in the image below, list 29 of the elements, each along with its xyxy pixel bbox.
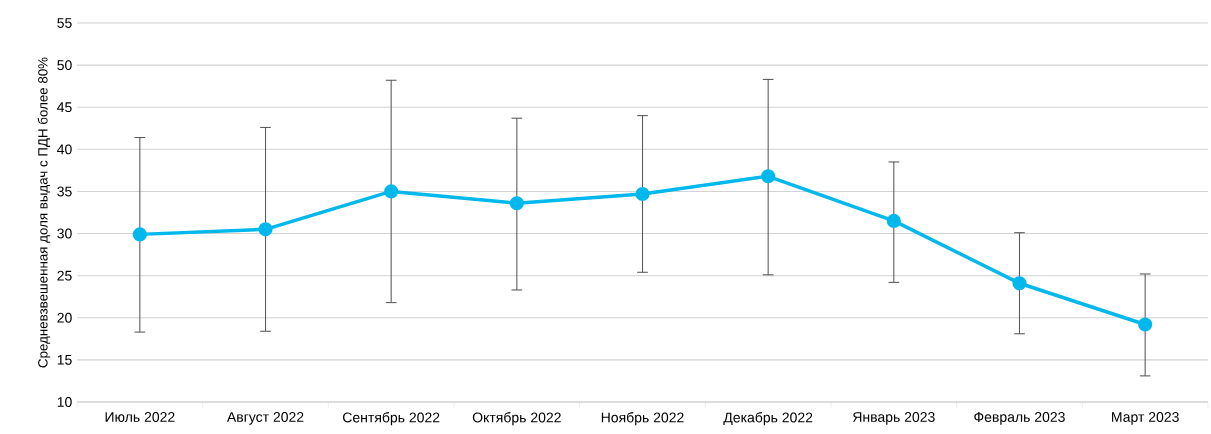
point (1012, 276, 1027, 291)
x-tick-label: Январь 2023 (852, 412, 935, 425)
x-tick-label: Октябрь 2022 (472, 412, 561, 426)
x-tick-label: Ноябрь 2022 (601, 412, 684, 426)
y-tick-label: 50 (57, 60, 72, 71)
y-axis-title: Средневзвешенная доля выдач с ПДН более 80% (37, 57, 51, 368)
point (886, 213, 901, 228)
y-tick-label: 45 (57, 102, 72, 113)
x-tick-label: Декабрь 2022 (723, 412, 813, 426)
y-tick-label: 40 (57, 144, 72, 155)
x-tick-label: Июль 2022 (105, 412, 175, 422)
y-tick-label: 30 (57, 228, 72, 239)
point (258, 222, 273, 237)
point (509, 196, 524, 211)
point (384, 184, 399, 199)
point (761, 169, 776, 184)
y-tick-label: 25 (57, 270, 72, 281)
x-tick-label: Сентябрь 2022 (343, 412, 440, 426)
y-tick-label: 55 (57, 18, 72, 28)
point (635, 186, 650, 202)
y-tick-label: 15 (57, 355, 72, 365)
x-tick-label: Февраль 2023 (974, 412, 1065, 425)
x-tick-label: Август 2022 (226, 412, 304, 425)
y-tick-label: 35 (57, 186, 72, 197)
point (1138, 317, 1153, 332)
y-tick-label: 10 (57, 397, 72, 407)
point (132, 227, 147, 242)
x-tick-label: Март 2023 (1112, 412, 1179, 425)
y-tick-label: 20 (57, 312, 72, 323)
